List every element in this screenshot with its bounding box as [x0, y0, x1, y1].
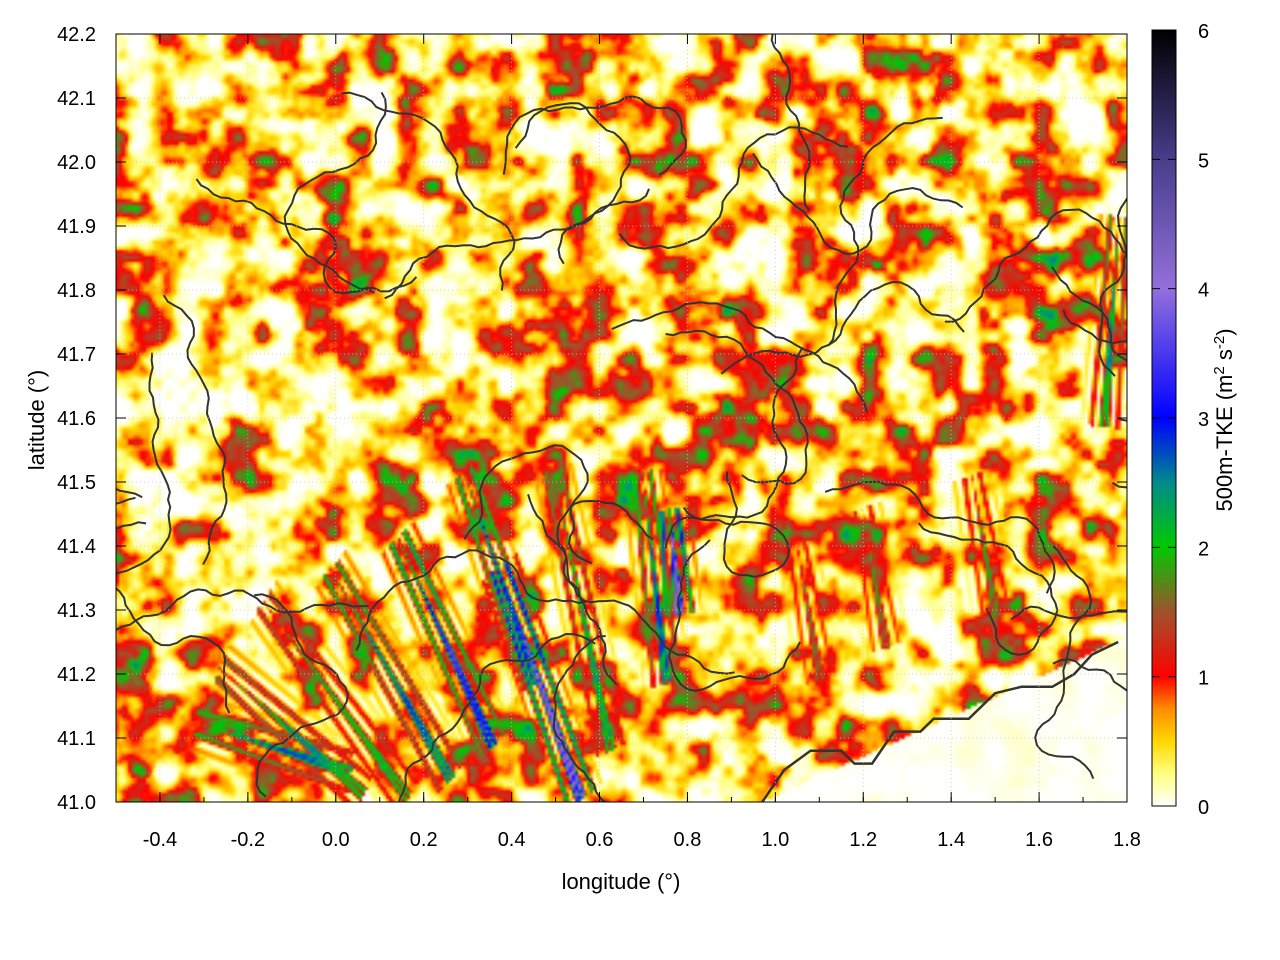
- terrain-contour: [1051, 266, 1127, 363]
- y-axis-label: latitude (°): [24, 370, 49, 471]
- colorbar-tick-label: 0: [1198, 797, 1209, 819]
- coastline-layer: [761, 640, 1119, 802]
- terrain-contours: [116, 34, 1127, 802]
- terrain-contour: [917, 522, 1059, 656]
- terrain-contour: [1098, 196, 1127, 377]
- terrain-contour: [502, 95, 687, 176]
- y-tick-label: 41.6: [57, 408, 96, 430]
- terrain-contour: [355, 549, 587, 652]
- terrain-contour: [827, 116, 943, 347]
- y-tick-label: 41.5: [57, 472, 96, 494]
- y-tick-label: 41.8: [57, 280, 96, 302]
- x-tick-label: 0.8: [674, 829, 702, 851]
- colorbar-label-base: 500m-TKE (m: [1212, 375, 1237, 512]
- x-tick-label: 1.8: [1113, 829, 1141, 851]
- terrain-contour: [116, 521, 231, 714]
- terrain-contour: [665, 329, 809, 485]
- colorbar-tick-label: 1: [1198, 668, 1209, 690]
- terrain-contour: [341, 91, 516, 291]
- y-tick-label: 41.4: [57, 536, 96, 558]
- terrain-contour: [770, 34, 811, 212]
- y-tick-label: 41.9: [57, 216, 96, 238]
- y-tick-label: 41.7: [57, 344, 96, 366]
- terrain-contour: [1034, 544, 1095, 779]
- terrain-contour: [116, 588, 369, 632]
- y-tick-label: 42.0: [57, 152, 96, 174]
- terrain-contour: [463, 444, 593, 565]
- colorbar-ticks: 0 1 2 3 4 5 6: [1152, 21, 1209, 819]
- colorbar-label-sup2: -2: [1211, 336, 1228, 349]
- terrain-contour: [667, 539, 801, 692]
- x-tick-label: 1.6: [1025, 829, 1053, 851]
- colorbar-tick-label: 3: [1198, 409, 1209, 431]
- x-axis-ticks: -0.4 -0.2 0.0 0.2 0.4 0.6 0.8 1.0 1.2 1.4 1.6 1.8: [115, 34, 1141, 851]
- x-axis-label: longitude (°): [562, 869, 681, 894]
- colorbar-tick-label: 5: [1198, 150, 1209, 172]
- terrain-contour: [162, 294, 228, 565]
- terrain-contour: [527, 494, 735, 675]
- y-tick-label: 42.2: [57, 24, 96, 46]
- terrain-contour: [618, 126, 848, 250]
- x-tick-label: 0.6: [586, 829, 614, 851]
- coastline: [761, 640, 1119, 802]
- x-tick-label: 0.2: [410, 829, 438, 851]
- x-tick-label: 1.2: [849, 829, 877, 851]
- terrain-contour: [398, 632, 596, 802]
- x-tick-label: 0.0: [322, 829, 350, 851]
- terrain-contour: [682, 471, 791, 578]
- terrain-contour: [195, 178, 418, 295]
- y-tick-label: 41.1: [57, 728, 96, 750]
- colorbar-label-end: ): [1212, 328, 1237, 335]
- plot-area: [115, 33, 1128, 803]
- terrain-contour: [254, 593, 349, 798]
- colorbar-tick-label: 2: [1198, 538, 1209, 560]
- colorbar-label: 500m-TKE (m2 s-2): [1211, 328, 1237, 511]
- terrain-contour: [824, 480, 1056, 594]
- y-tick-label: 41.0: [57, 792, 96, 814]
- terrain-contour: [1052, 658, 1127, 692]
- terrain-contour: [116, 352, 172, 575]
- terrain-contour: [752, 152, 964, 255]
- y-axis-ticks: 41.0 41.1 41.2 41.3 41.4 41.5 41.6 41.7 41.8 41.9…: [57, 24, 1127, 814]
- x-tick-label: -0.2: [231, 829, 265, 851]
- heatmap-field: [116, 34, 1127, 802]
- x-tick-label: 0.4: [498, 829, 526, 851]
- y-tick-label: 42.1: [57, 88, 96, 110]
- terrain-contour: [611, 301, 869, 413]
- colorbar-label-sup1: 2: [1211, 366, 1228, 374]
- x-tick-label: 1.4: [937, 829, 965, 851]
- terrain-contour: [1118, 418, 1127, 422]
- y-tick-label: 41.3: [57, 600, 96, 622]
- terrain-contour: [384, 188, 650, 300]
- x-tick-label: -0.4: [143, 829, 177, 851]
- colorbar-label-mid: s: [1212, 349, 1237, 366]
- terrain-contour: [283, 91, 387, 294]
- terrain-contour: [552, 635, 607, 802]
- terrain-contour: [720, 280, 965, 375]
- y-tick-label: 41.2: [57, 664, 96, 686]
- x-tick-label: 1.0: [761, 829, 789, 851]
- terrain-contour: [1010, 481, 1127, 621]
- colorbar-tick-label: 4: [1198, 280, 1209, 302]
- colorbar-tick-label: 6: [1198, 21, 1209, 43]
